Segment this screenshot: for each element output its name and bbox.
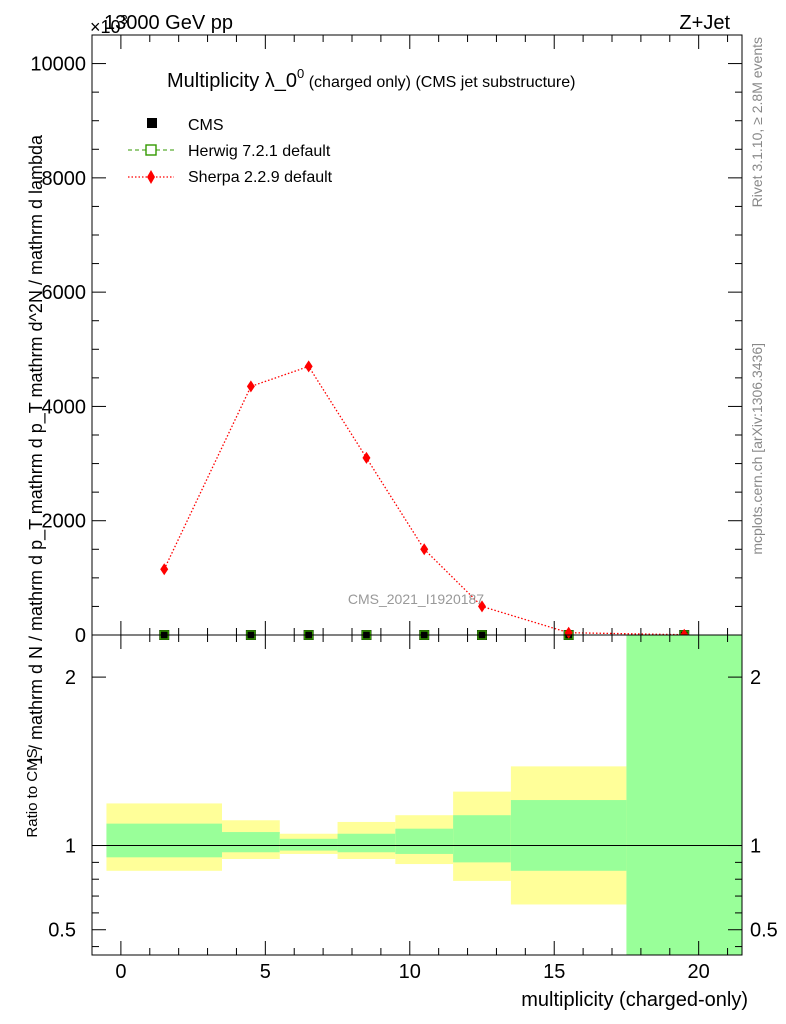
- ratio-y-tick-label-right: 1: [750, 836, 761, 858]
- legend: CMS Herwig 7.2.1 default Sherpa 2.2.9 de…: [128, 117, 333, 186]
- sherpa-point: [564, 626, 573, 639]
- main-y-axis-label: 1 / mathrm d N / mathrm d p_T mathrm d p…: [26, 134, 47, 765]
- x-tick-label: 5: [260, 961, 271, 983]
- ratio-bands: [106, 635, 742, 955]
- x-tick-label: 0: [115, 961, 126, 983]
- ratio-band-inner: [626, 635, 742, 955]
- x-tick-label: 20: [688, 961, 710, 983]
- ratio-panel: 0.5 0.5 1 1 2 2 0 5 10 15 20: [48, 634, 778, 983]
- legend-sherpa-label: Sherpa 2.2.9 default: [188, 169, 333, 186]
- mcplots-label: mcplots.cern.ch [arXiv:1306.3436]: [749, 343, 765, 555]
- rivet-label: Rivet 3.1.10, ≥ 2.8M events: [749, 37, 765, 207]
- x-tick-label: 15: [543, 961, 565, 983]
- main-y-tick-label: 10000: [30, 54, 86, 76]
- main-panel: 0 2000 4000 6000 8000 10000: [30, 34, 743, 647]
- chart-title: Multiplicity λ_00 (charged only) (CMS je…: [167, 66, 575, 92]
- ratio-band-inner: [510, 800, 627, 871]
- sherpa-point: [246, 380, 255, 393]
- ratio-band-inner: [279, 838, 338, 851]
- legend-herwig-label: Herwig 7.2.1 default: [188, 143, 331, 160]
- y-multiplier: ×103: [90, 12, 128, 37]
- ratio-band-inner: [395, 828, 454, 854]
- ratio-y-tick-label: 0.5: [48, 920, 76, 942]
- sherpa-point: [478, 600, 486, 613]
- main-y-tick-label: 2000: [42, 511, 87, 533]
- main-y-tick-label: 4000: [42, 396, 87, 418]
- process-label: Z+Jet: [679, 12, 730, 34]
- analysis-watermark: CMS_2021_I1920187: [348, 591, 484, 607]
- legend-herwig-marker: [145, 144, 157, 156]
- ratio-y-axis-label: Ratio to CMS: [24, 748, 41, 837]
- ratio-y-tick-label-right: 2: [750, 667, 761, 689]
- x-tick-label: 10: [399, 961, 421, 983]
- legend-sherpa-marker: [147, 170, 155, 184]
- y-label-text: 1 / mathrm d N / mathrm d p_T mathrm d p…: [26, 134, 47, 765]
- ratio-band-inner: [337, 833, 396, 853]
- ratio-band-inner: [106, 823, 222, 858]
- sherpa-point: [420, 543, 429, 556]
- main-x-ticks: [91, 35, 729, 635]
- ratio-frame: [91, 634, 743, 956]
- ratio-y-ticks: 0.5 0.5 1 1 2 2: [48, 667, 778, 948]
- legend-cms-marker: [147, 118, 157, 128]
- ratio-band-inner: [222, 832, 280, 853]
- main-y-ticks: 0 2000 4000 6000 8000 10000: [30, 34, 742, 647]
- main-y-tick-label: 0: [75, 625, 86, 647]
- sherpa-point: [304, 360, 313, 373]
- legend-cms-label: CMS: [188, 117, 224, 134]
- sherpa-point: [362, 451, 371, 464]
- ratio-x-ticks: 0 5 10 15 20: [91, 635, 729, 983]
- beam-label: 13000 GeV pp: [104, 12, 233, 34]
- main-y-tick-label: 6000: [42, 282, 87, 304]
- main-y-tick-label: 8000: [42, 168, 87, 190]
- ratio-y-tick-label: 1: [65, 836, 76, 858]
- ratio-y-tick-label-right: 0.5: [750, 920, 778, 942]
- sherpa-point: [160, 563, 169, 576]
- ratio-band-inner: [453, 815, 511, 863]
- ratio-y-tick-label: 2: [65, 667, 76, 689]
- x-axis-label: multiplicity (charged-only): [521, 989, 748, 1011]
